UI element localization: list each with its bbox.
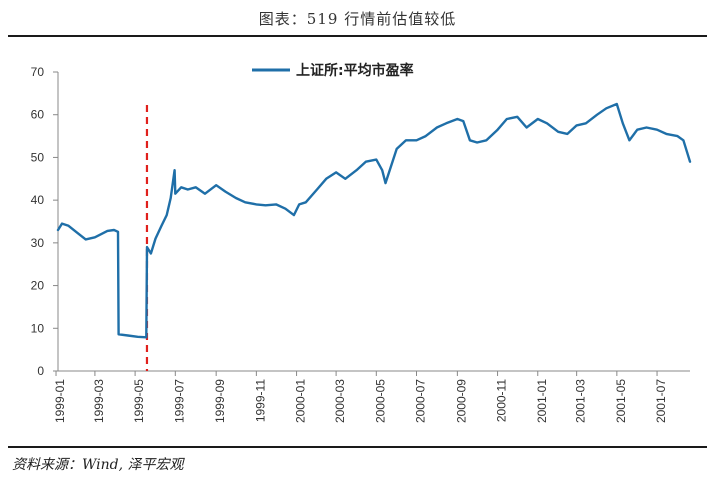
- x-tick-label: 1999-05: [132, 379, 146, 423]
- x-tick-label: 2001-03: [574, 379, 588, 423]
- y-tick-label: 20: [31, 279, 45, 293]
- x-tick-label: 2000-03: [333, 379, 347, 423]
- series-line: [56, 102, 692, 339]
- y-tick-label: 10: [31, 321, 45, 335]
- y-tick-label: 30: [31, 236, 45, 250]
- axes: [57, 72, 690, 372]
- x-tick-label: 2000-05: [373, 379, 387, 423]
- source-note: 资料来源：Wind, 泽平宏观: [12, 457, 184, 473]
- x-tick-label: 1999-01: [53, 379, 67, 423]
- top-rule: [8, 35, 707, 37]
- x-tick-label: 1999-09: [213, 379, 227, 423]
- y-tick-label: 0: [37, 364, 44, 378]
- x-tick-label: 2000-09: [454, 379, 468, 423]
- legend: 上证所:平均市盈率: [252, 62, 414, 79]
- x-tick-label: 2001-01: [535, 379, 549, 423]
- legend-label: 上证所:平均市盈率: [296, 62, 414, 79]
- y-axis-ticks: 0 10 20 30 40 50 60 70: [31, 65, 58, 378]
- x-tick-label: 1999-11: [253, 379, 267, 422]
- x-tick-label: 2000-01: [294, 379, 308, 423]
- y-tick-label: 70: [31, 65, 45, 79]
- y-tick-label: 40: [31, 193, 45, 207]
- x-tick-label: 1999-03: [92, 379, 106, 423]
- y-tick-label: 50: [31, 150, 45, 164]
- x-tick-label: 2001-05: [614, 379, 628, 423]
- x-tick-label: 2000-11: [495, 379, 509, 422]
- y-tick-label: 60: [31, 108, 45, 122]
- x-tick-label: 2000-07: [414, 379, 428, 423]
- bottom-rule: [8, 446, 707, 448]
- x-tick-label: 1999-07: [172, 379, 186, 423]
- series-group: [56, 102, 692, 339]
- x-tick-label: 2001-07: [654, 379, 668, 423]
- x-axis-ticks: 1999-01 1999-03 1999-05 1999-07 1999-09 1999-…: [53, 371, 668, 423]
- chart-title: 图表：519 行情前估值较低: [258, 10, 457, 28]
